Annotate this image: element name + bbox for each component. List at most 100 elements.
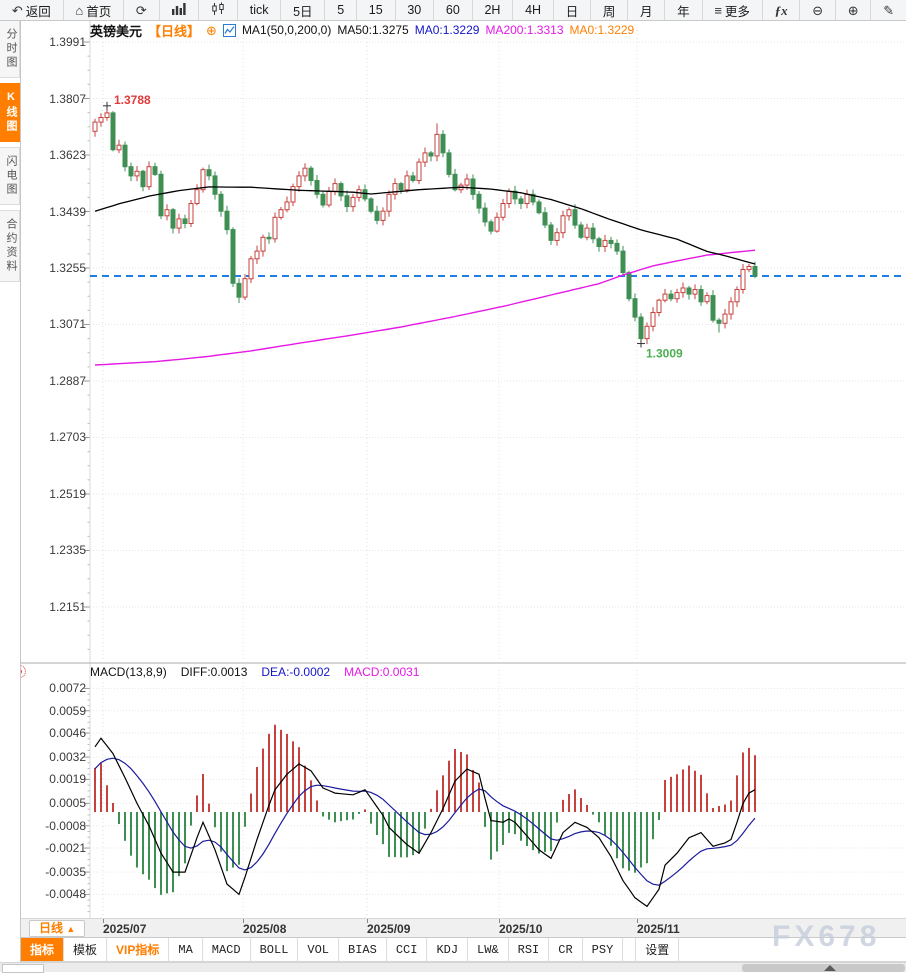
indicator-tab-settings[interactable]: 设置 bbox=[635, 938, 680, 961]
expand-up-icon bbox=[824, 965, 836, 971]
macd-axis-label: 0.0032 bbox=[49, 750, 86, 765]
indicator-tab-cci[interactable]: CCI bbox=[387, 938, 428, 961]
toolbar-button-period-month[interactable]: 月 bbox=[628, 0, 666, 20]
indicator-tab-kdj[interactable]: KDJ bbox=[427, 938, 469, 961]
toolbar-label-period-2h: 2H bbox=[484, 3, 501, 17]
macd-axis-label: 0.0019 bbox=[49, 772, 86, 787]
toolbar-label-period-15min: 15 bbox=[368, 3, 383, 17]
indicator-tab-vol[interactable]: VOL bbox=[298, 938, 340, 961]
price-axis-label: 1.3807 bbox=[49, 91, 86, 106]
macd-axis-label: -0.0048 bbox=[45, 887, 86, 902]
time-axis-label: 2025/09 bbox=[367, 922, 411, 936]
toolbar-button-refresh[interactable]: ⟳ bbox=[124, 0, 160, 20]
toolbar-button-chart-type-bar[interactable] bbox=[160, 0, 200, 20]
toolbar-label-period-5d: 5日 bbox=[293, 4, 313, 19]
indicator-tab-indicators[interactable]: 指标 bbox=[21, 938, 65, 961]
toolbar-button-indicator-fx[interactable]: ƒx bbox=[763, 0, 801, 20]
home-icon: ⌂ bbox=[75, 2, 84, 18]
toolbar-label-back: 返回 bbox=[25, 4, 51, 19]
time-axis-tick bbox=[499, 919, 500, 923]
toolbar-button-period-5d[interactable]: 5日 bbox=[281, 0, 326, 20]
toolbar-button-period-year[interactable]: 年 bbox=[665, 0, 703, 20]
indicator-tab-psy[interactable]: PSY bbox=[583, 938, 624, 961]
macd-params-label: MACD(13,8,9) bbox=[90, 665, 167, 679]
price-axis-label: 1.3623 bbox=[49, 148, 86, 162]
sidebar-tab-lightning-chart[interactable]: 闪电图 bbox=[0, 147, 20, 205]
toolbar-button-period-4h[interactable]: 4H bbox=[513, 0, 554, 20]
indicator-tab-cr[interactable]: CR bbox=[549, 938, 583, 961]
sidebar-tab-time-share-chart[interactable]: 分时图 bbox=[0, 20, 20, 78]
toolbar-button-chart-type-candle[interactable] bbox=[199, 0, 238, 20]
toolbar-label-period-60min: 60 bbox=[445, 3, 460, 17]
time-axis-tick bbox=[103, 919, 104, 923]
indicator-tab-rsi[interactable]: RSI bbox=[509, 938, 550, 961]
macd-axis-label: 0.0059 bbox=[49, 703, 86, 718]
toolbar-button-period-week[interactable]: 周 bbox=[591, 0, 629, 20]
macd-diff-value: DIFF:0.0013 bbox=[180, 665, 248, 679]
indicator-tab-templates[interactable]: 模板 bbox=[64, 938, 108, 961]
toolbar-button-period-5min[interactable]: 5 bbox=[325, 0, 357, 20]
time-axis-label: 2025/11 bbox=[637, 922, 680, 936]
toolbar-label-more: 更多 bbox=[724, 4, 750, 19]
time-axis-tick bbox=[243, 919, 244, 923]
toolbar-label-period-year: 年 bbox=[677, 4, 690, 19]
period-selector-button[interactable]: 日线 ▲ bbox=[29, 920, 86, 937]
refresh-icon: ⟳ bbox=[135, 2, 147, 18]
scrollbar-thumb[interactable] bbox=[742, 964, 905, 972]
bottom-scroll-strip bbox=[0, 962, 906, 973]
price-axis-label: 1.2887 bbox=[49, 373, 86, 388]
chart-type-sidebar: 分时图 K线图闪电图合约资料 bbox=[0, 20, 21, 962]
indicator-tab-boll[interactable]: BOLL bbox=[251, 938, 299, 961]
back-icon: ↶ bbox=[11, 2, 23, 18]
price-axis-label: 1.3071 bbox=[49, 317, 86, 332]
up-triangle-icon: ▲ bbox=[66, 924, 76, 934]
indicator-tab-macd[interactable]: MACD bbox=[203, 938, 251, 961]
period-selector-label: 日线 bbox=[39, 921, 64, 935]
toolbar-button-zoom-out[interactable]: ⊖ bbox=[800, 0, 836, 20]
toolbar-button-period-60min[interactable]: 60 bbox=[434, 0, 473, 20]
time-axis: 日线 ▲ 2025/07 2025/08 2025/09 2025/10 2025/11 bbox=[21, 918, 906, 937]
sidebar-tab-contract-info[interactable]: 合约资料 bbox=[0, 210, 20, 282]
symbol-name: 英镑美元 bbox=[90, 23, 143, 39]
price-axis-label: 1.3991 bbox=[49, 35, 86, 49]
toolbar-button-period-2h[interactable]: 2H bbox=[473, 0, 514, 20]
time-axis-label: 2025/08 bbox=[243, 922, 287, 936]
draw-icon: ✎ bbox=[883, 2, 895, 18]
time-axis-label: 2025/10 bbox=[499, 922, 543, 936]
add-indicator-icon[interactable]: ⊕ bbox=[206, 22, 217, 38]
macd-axis-label: -0.0035 bbox=[45, 865, 86, 880]
toolbar-button-more[interactable]: ≡ 更多 bbox=[703, 0, 763, 20]
time-axis-label: 2025/07 bbox=[103, 922, 147, 936]
indicator-tab-lwr[interactable]: LW& bbox=[468, 938, 509, 961]
chart-type-bar-icon bbox=[171, 2, 187, 18]
toolbar-button-zoom-in[interactable]: ⊕ bbox=[836, 0, 872, 20]
toolbar-label-period-month: 月 bbox=[640, 4, 653, 19]
macd-axis-label: -0.0021 bbox=[45, 841, 86, 856]
chart-type-candle-icon bbox=[211, 2, 225, 18]
toolbar-label-period-week: 周 bbox=[602, 4, 616, 19]
toolbar-button-period-15min[interactable]: 15 bbox=[357, 0, 396, 20]
toolbar-button-period-30min[interactable]: 30 bbox=[396, 0, 435, 20]
macd-axis-label: 0.0046 bbox=[49, 726, 86, 741]
ma200-value: MA200:1.3313 bbox=[485, 23, 564, 37]
macd-macd-value: MACD:0.0031 bbox=[344, 665, 420, 679]
sidebar-tab-candle-chart[interactable]: K线图 bbox=[0, 83, 20, 142]
price-axis-label: 1.2703 bbox=[49, 430, 86, 445]
toolbar-button-period-day[interactable]: 日 bbox=[554, 0, 592, 20]
indicator-tab-bias[interactable]: BIAS bbox=[339, 938, 387, 961]
price-axis-label: 1.2335 bbox=[49, 543, 86, 558]
indicator-tab-vip-indicators[interactable]: VIP指标 bbox=[107, 938, 170, 961]
macd-axis-label: -0.0008 bbox=[45, 818, 86, 833]
toolbar-label-home: 首页 bbox=[86, 4, 112, 19]
toolbar-button-back[interactable]: ↶ 返回 bbox=[0, 0, 64, 20]
mini-chart-icon[interactable] bbox=[222, 23, 236, 37]
price-axis-label: 1.3255 bbox=[49, 261, 86, 275]
toolbar-button-home[interactable]: ⌂ 首页 bbox=[64, 0, 125, 20]
toolbar-button-period-tick[interactable]: tick bbox=[238, 0, 282, 20]
toolbar-button-draw[interactable]: ✎ bbox=[871, 0, 906, 20]
top-toolbar: ↶ 返回 ⌂ 首页 ⟳ tick 5日 5 15 30 60 2H 4H 日周月年 ≡ 更多 ƒx ⊖ ⊕ ✎ bbox=[0, 0, 906, 21]
indicator-tab-ma[interactable]: MA bbox=[169, 938, 203, 961]
indicator-tab-bar: 指标 模板 VIP指标 MA MACD BOLL VOL BIAS CCI KDJ LW& RSI CR… bbox=[21, 937, 906, 962]
toolbar-label-period-5min: 5 bbox=[337, 3, 345, 17]
